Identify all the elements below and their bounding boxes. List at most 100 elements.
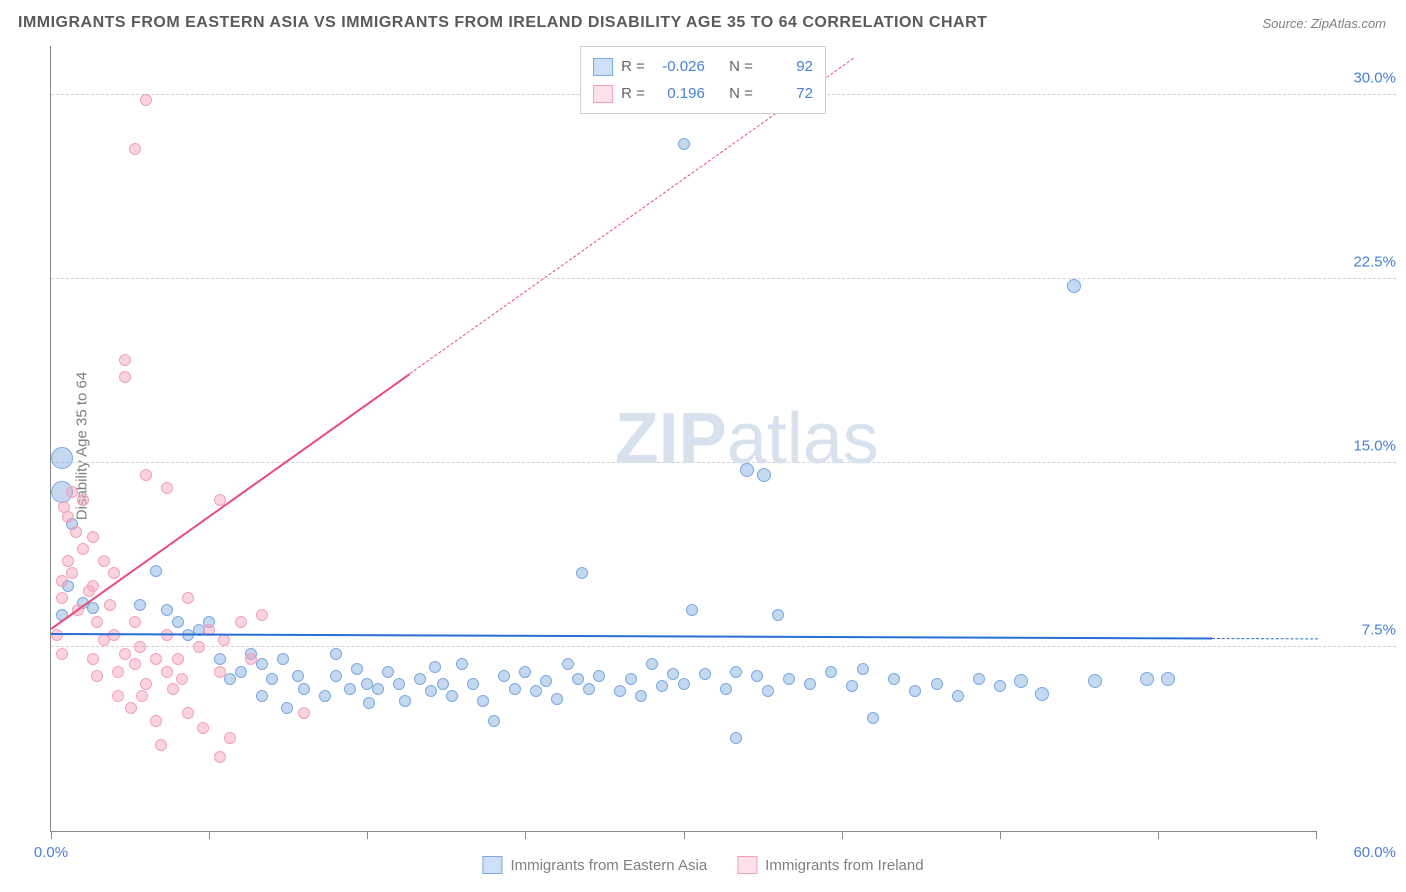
scatter-point (720, 683, 732, 695)
scatter-point (1140, 672, 1154, 686)
scatter-point (1035, 687, 1049, 701)
scatter-point (77, 494, 89, 506)
gridline (51, 646, 1396, 647)
scatter-point (319, 690, 331, 702)
scatter-point (330, 648, 342, 660)
scatter-point (119, 354, 131, 366)
legend-series: Immigrants from Eastern Asia Immigrants f… (482, 856, 923, 874)
scatter-point (214, 653, 226, 665)
scatter-point (344, 683, 356, 695)
scatter-point (656, 680, 668, 692)
scatter-point (519, 666, 531, 678)
scatter-point (783, 673, 795, 685)
scatter-point (161, 666, 173, 678)
legend-swatch (482, 856, 502, 874)
scatter-point (150, 565, 162, 577)
scatter-point (509, 683, 521, 695)
legend-stats-row: R =0.196 N =72 (593, 80, 813, 107)
scatter-point (730, 732, 742, 744)
scatter-point (730, 666, 742, 678)
scatter-point (224, 673, 236, 685)
gridline (51, 278, 1396, 279)
scatter-point (363, 697, 375, 709)
scatter-point (614, 685, 626, 697)
x-tick-label: 0.0% (34, 844, 68, 861)
scatter-point (740, 463, 754, 477)
n-label: N = (729, 53, 753, 80)
scatter-point (256, 658, 268, 670)
scatter-point (172, 653, 184, 665)
scatter-point (129, 658, 141, 670)
scatter-point (277, 653, 289, 665)
scatter-point (298, 707, 310, 719)
scatter-point (572, 673, 584, 685)
r-label: R = (621, 80, 645, 107)
scatter-point (62, 555, 74, 567)
scatter-point (382, 666, 394, 678)
scatter-point (224, 732, 236, 744)
scatter-point (266, 673, 278, 685)
plot-area: ZIPatlas 7.5%15.0%22.5%30.0%0.0%60.0% (50, 46, 1316, 832)
source-attribution: Source: ZipAtlas.com (1262, 16, 1386, 31)
scatter-point (161, 604, 173, 616)
watermark-zip: ZIP (615, 399, 727, 479)
scatter-point (70, 526, 82, 538)
x-tick (1316, 831, 1317, 839)
r-value: 0.196 (653, 80, 705, 107)
scatter-point (477, 695, 489, 707)
scatter-point (1014, 674, 1028, 688)
scatter-point (161, 482, 173, 494)
x-tick (1000, 831, 1001, 839)
scatter-point (757, 468, 771, 482)
scatter-point (399, 695, 411, 707)
scatter-point (372, 683, 384, 695)
chart-title: IMMIGRANTS FROM EASTERN ASIA VS IMMIGRAN… (18, 14, 987, 32)
scatter-point (51, 447, 73, 469)
scatter-point (182, 592, 194, 604)
x-tick (51, 831, 52, 839)
scatter-point (576, 567, 588, 579)
scatter-point (678, 678, 690, 690)
scatter-point (488, 715, 500, 727)
legend-stats: R =-0.026 N =92R =0.196 N =72 (580, 46, 826, 114)
scatter-point (530, 685, 542, 697)
scatter-point (551, 693, 563, 705)
scatter-point (129, 616, 141, 628)
scatter-point (56, 575, 68, 587)
x-tick (842, 831, 843, 839)
scatter-point (214, 751, 226, 763)
scatter-point (540, 675, 552, 687)
legend-item: Immigrants from Eastern Asia (482, 856, 707, 874)
scatter-point (909, 685, 921, 697)
scatter-point (112, 690, 124, 702)
y-tick-label: 7.5% (1362, 622, 1396, 639)
scatter-point (646, 658, 658, 670)
scatter-point (562, 658, 574, 670)
scatter-point (108, 567, 120, 579)
scatter-point (172, 616, 184, 628)
scatter-point (167, 683, 179, 695)
legend-swatch (737, 856, 757, 874)
x-tick (684, 831, 685, 839)
gridline (51, 462, 1396, 463)
scatter-point (973, 673, 985, 685)
scatter-point (119, 371, 131, 383)
scatter-point (498, 670, 510, 682)
scatter-point (351, 663, 363, 675)
legend-item: Immigrants from Ireland (737, 856, 923, 874)
scatter-point (888, 673, 900, 685)
scatter-point (467, 678, 479, 690)
scatter-point (87, 580, 99, 592)
scatter-point (62, 511, 74, 523)
scatter-point (155, 739, 167, 751)
n-value: 92 (761, 53, 813, 80)
scatter-point (66, 567, 78, 579)
scatter-point (593, 670, 605, 682)
scatter-point (197, 722, 209, 734)
scatter-point (804, 678, 816, 690)
scatter-point (867, 712, 879, 724)
scatter-point (699, 668, 711, 680)
scatter-point (193, 641, 205, 653)
scatter-point (678, 138, 690, 150)
scatter-point (125, 702, 137, 714)
